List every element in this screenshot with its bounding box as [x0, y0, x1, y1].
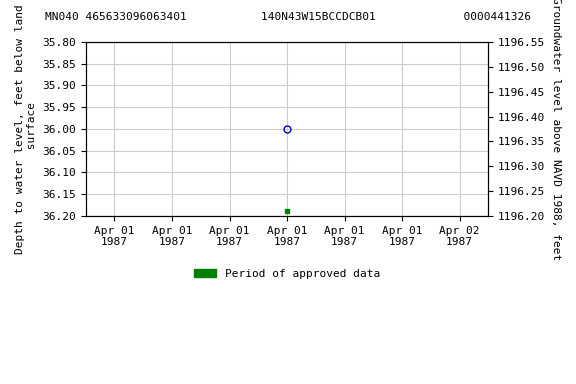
Text: MN040 465633096063401           140N43W15BCCDCB01             0000441326: MN040 465633096063401 140N43W15BCCDCB01 … — [45, 12, 531, 22]
Y-axis label: Groundwater level above NAVD 1988, feet: Groundwater level above NAVD 1988, feet — [551, 0, 561, 261]
Legend: Period of approved data: Period of approved data — [190, 264, 385, 283]
Y-axis label: Depth to water level, feet below land
 surface: Depth to water level, feet below land su… — [15, 4, 37, 254]
